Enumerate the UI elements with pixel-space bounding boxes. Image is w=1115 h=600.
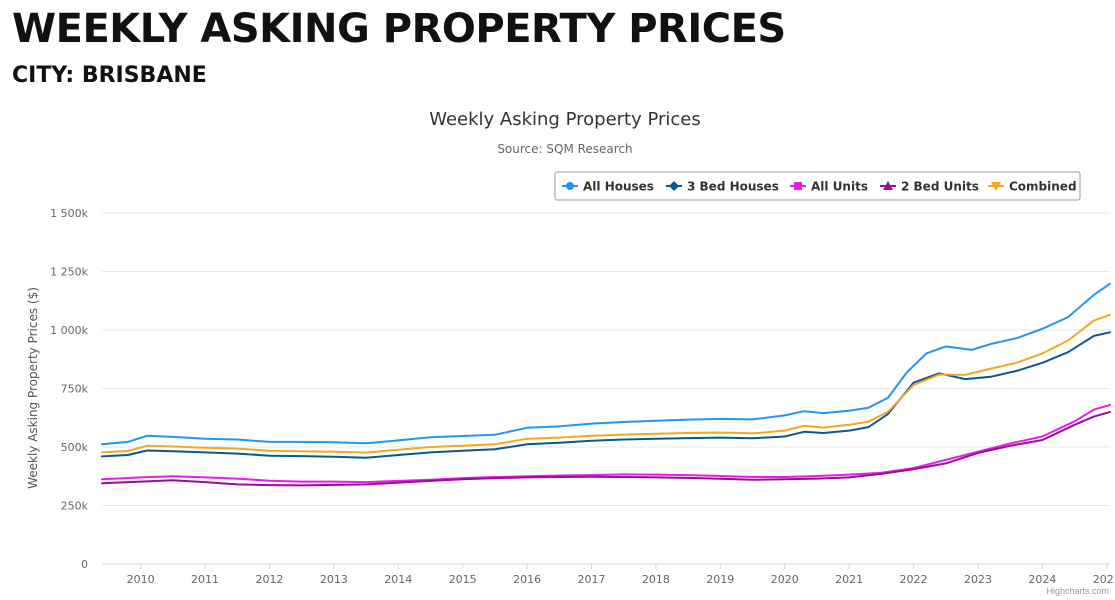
y-tick-label: 1 000k xyxy=(50,324,88,337)
legend-label: Combined xyxy=(1009,180,1077,194)
x-tick-label: 2017 xyxy=(578,573,606,586)
x-tick-label: 2013 xyxy=(320,573,348,586)
y-tick-label: 1 500k xyxy=(50,207,88,220)
x-tick-label: 2016 xyxy=(513,573,541,586)
page-subtitle: CITY: BRISBANE xyxy=(12,63,207,88)
x-tick-label: 2015 xyxy=(449,573,477,586)
legend-marker-icon xyxy=(794,182,802,190)
chart-title: Weekly Asking Property Prices xyxy=(429,109,701,130)
legend-label: All Units xyxy=(811,180,868,194)
series-line-all-units[interactable] xyxy=(101,403,1111,484)
chart-subtitle: Source: SQM Research xyxy=(497,142,632,156)
x-tick-label: 2011 xyxy=(191,573,219,586)
series-line-combined[interactable] xyxy=(101,313,1111,454)
y-tick-label: 750k xyxy=(61,383,89,396)
x-tick-label: 2025 xyxy=(1093,573,1115,586)
legend-item-2-bed-units[interactable]: 2 Bed Units xyxy=(880,180,979,194)
legend-item-all-houses[interactable]: All Houses xyxy=(562,180,654,194)
legend: All Houses 3 Bed Houses All Units 2 Bed Uni… xyxy=(554,171,1081,201)
x-tick-label: 2019 xyxy=(706,573,734,586)
legend-marker-icon xyxy=(991,182,1001,191)
x-tick-label: 2012 xyxy=(255,573,283,586)
legend-marker-icon xyxy=(883,181,893,190)
legend-marker-icon xyxy=(566,182,574,190)
credits-link[interactable]: Highcharts.com xyxy=(1046,586,1109,596)
y-axis-label: Weekly Asking Property Prices ($) xyxy=(26,287,40,489)
x-tick-label: 2020 xyxy=(771,573,799,586)
grid-lines xyxy=(102,212,1110,565)
legend-item-combined[interactable]: Combined xyxy=(988,180,1077,194)
y-tick-label: 1 250k xyxy=(50,266,88,279)
x-tick-label: 2010 xyxy=(127,573,155,586)
legend-item-all-units[interactable]: All Units xyxy=(790,180,868,194)
x-tick-label: 2018 xyxy=(642,573,670,586)
x-tick-label: 2021 xyxy=(835,573,863,586)
legend-label: All Houses xyxy=(583,180,654,194)
x-tick-label: 2024 xyxy=(1028,573,1056,586)
y-tick-label: 0 xyxy=(81,558,88,571)
x-tick-label: 2022 xyxy=(900,573,928,586)
x-axis-ticks: 2010 2011 2012 2013 2014 2015 2016 2017 2018 2019… xyxy=(127,564,1115,586)
x-tick-label: 2023 xyxy=(964,573,992,586)
y-tick-label: 500k xyxy=(61,441,89,454)
page-title: WEEKLY ASKING PROPERTY PRICES xyxy=(12,6,786,52)
series-line-3-bed-houses[interactable] xyxy=(101,331,1111,459)
legend-marker-icon xyxy=(669,181,679,191)
y-axis-ticks: 0 250k 500k 750k 1 000k 1 250k 1 500k xyxy=(50,207,88,571)
series-layer xyxy=(101,282,1111,487)
series-line-2-bed-units[interactable] xyxy=(101,410,1111,487)
legend-label: 3 Bed Houses xyxy=(687,180,779,194)
series-line-all-houses[interactable] xyxy=(101,282,1111,446)
legend-item-3-bed-houses[interactable]: 3 Bed Houses xyxy=(666,180,779,194)
legend-box xyxy=(554,171,1081,201)
x-tick-label: 2014 xyxy=(384,573,412,586)
legend-label: 2 Bed Units xyxy=(901,180,979,194)
y-tick-label: 250k xyxy=(61,500,89,513)
